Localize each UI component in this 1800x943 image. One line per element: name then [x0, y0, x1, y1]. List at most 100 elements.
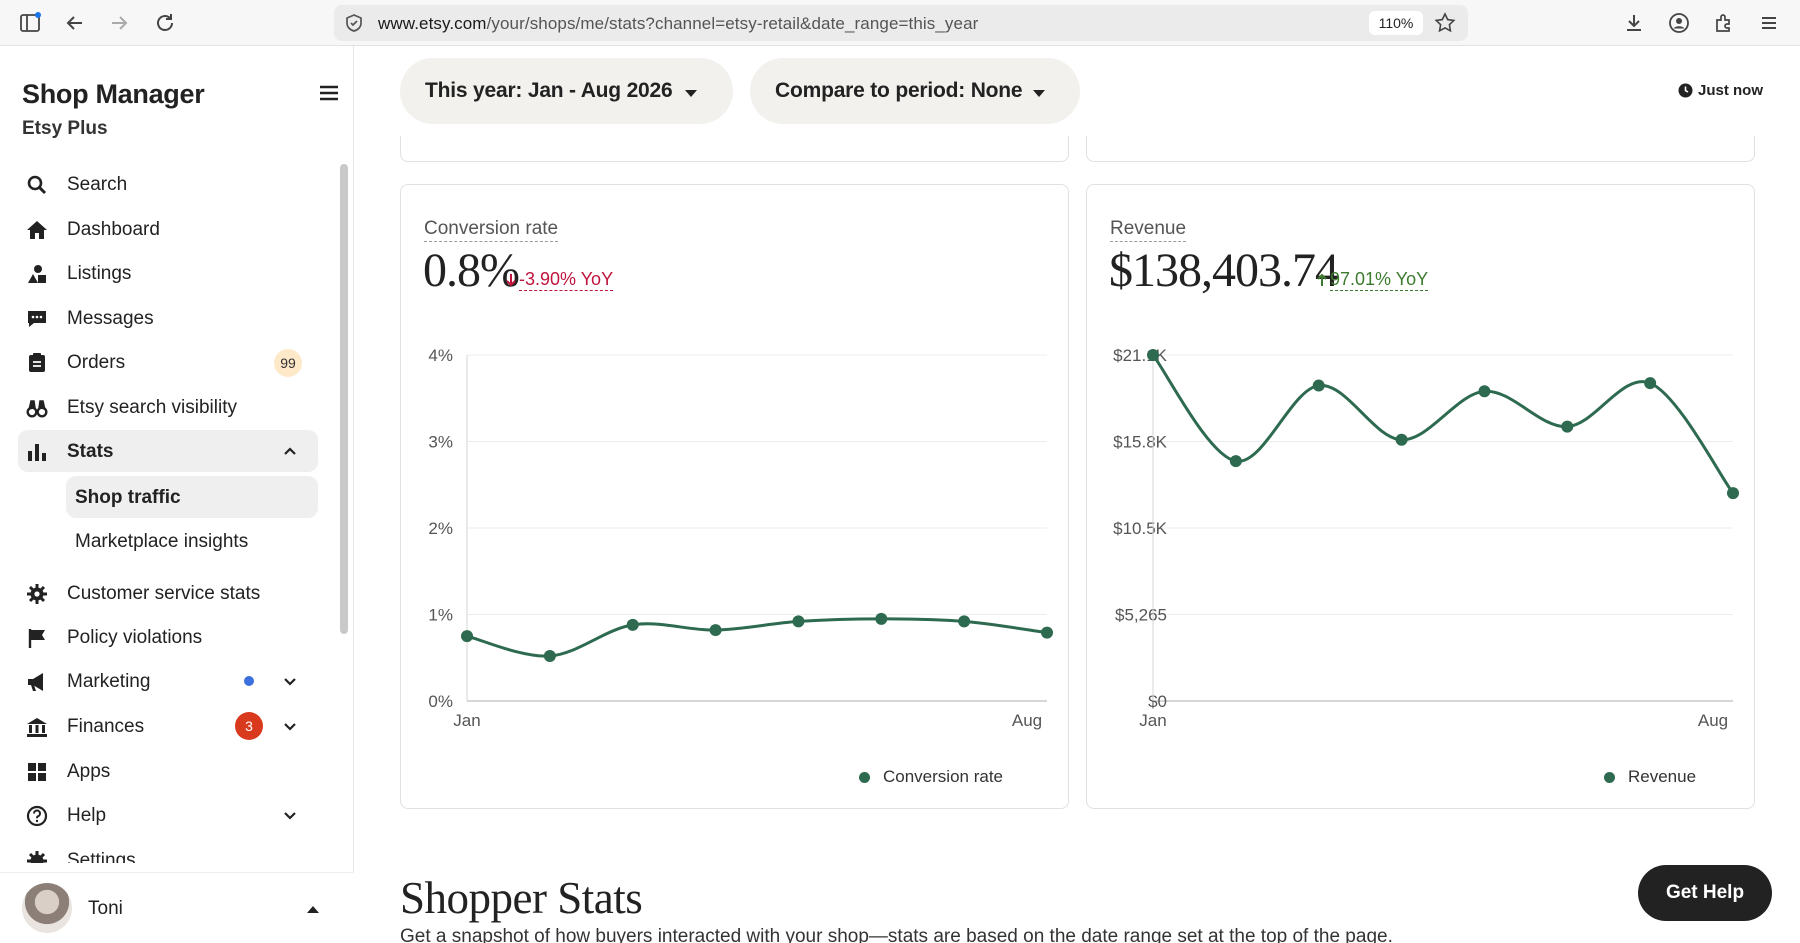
- sidebar-subitem-label: Marketplace insights: [75, 531, 249, 552]
- sidebar-item-help[interactable]: Help: [18, 794, 318, 836]
- sidebar-toggle-icon[interactable]: [15, 8, 45, 38]
- sidebar-item-settings[interactable]: Settings: [18, 839, 318, 863]
- date-range-label: This year: Jan - Aug 2026: [425, 79, 673, 102]
- chevron-up-icon[interactable]: [282, 443, 298, 459]
- chart-legend: Conversion rate: [859, 767, 1003, 787]
- arrow-down-icon: [506, 273, 516, 287]
- y-tick-label: 0%: [428, 692, 453, 711]
- sidebar-item-dashboard[interactable]: Dashboard: [18, 208, 318, 250]
- data-point: [461, 630, 473, 643]
- bank-icon: [26, 716, 48, 738]
- card-value: $138,403.74: [1109, 244, 1339, 297]
- zoom-indicator[interactable]: 110%: [1369, 11, 1423, 35]
- x-tick-label: Jan: [453, 711, 480, 730]
- date-range-select[interactable]: This year: Jan - Aug 2026: [400, 58, 733, 124]
- data-point: [1147, 349, 1159, 361]
- sidebar-item-policy-violations[interactable]: Policy violations: [18, 616, 318, 658]
- chevron-down-icon[interactable]: [282, 673, 298, 689]
- sidebar-item-customer-service-stats[interactable]: Customer service stats: [18, 572, 318, 614]
- data-point: [1041, 626, 1053, 639]
- data-point: [1727, 487, 1739, 500]
- y-tick-label: 3%: [428, 433, 453, 452]
- y-tick-label: 4%: [428, 346, 453, 365]
- sidebar-item-label: Search: [67, 174, 128, 195]
- y-tick-label: $0: [1148, 692, 1167, 711]
- yoy-change[interactable]: -3.90% YoY: [506, 269, 614, 291]
- url-text: www.etsy.com/your/shops/me/stats?channel…: [378, 14, 979, 33]
- section-subtitle: Get a snapshot of how buyers interacted …: [400, 926, 1393, 943]
- listings-icon: [26, 263, 48, 285]
- data-point: [1561, 420, 1574, 433]
- data-point: [958, 615, 971, 628]
- data-point: [792, 615, 805, 628]
- sidebar-item-label: Help: [67, 805, 107, 826]
- stats-icon: [26, 441, 48, 463]
- clock-icon: [1678, 83, 1693, 98]
- search-icon: [26, 174, 48, 196]
- series-line: [1151, 354, 1735, 495]
- sidebar-item-finances[interactable]: Finances 3: [18, 705, 318, 747]
- sidebar-item-label: Orders: [67, 352, 126, 373]
- chevron-down-icon[interactable]: [282, 807, 298, 823]
- sidebar-item-messages[interactable]: Messages: [18, 297, 318, 339]
- account-icon[interactable]: [1664, 8, 1694, 38]
- legend-dot: [859, 771, 870, 783]
- last-updated-text: Just now: [1698, 82, 1764, 99]
- sidebar-subitem-label: Shop traffic: [75, 487, 181, 508]
- sidebar-item-search[interactable]: Search: [18, 163, 318, 205]
- finances-count-badge: 3: [235, 712, 263, 740]
- legend-dot: [1604, 771, 1615, 783]
- menu-icon[interactable]: [1754, 8, 1784, 38]
- orders-count-badge: 99: [274, 349, 302, 377]
- user-menu[interactable]: Toni: [0, 872, 354, 943]
- bookmark-star-icon[interactable]: [1434, 12, 1456, 39]
- address-bar[interactable]: www.etsy.com/your/shops/me/stats?channel…: [334, 5, 1468, 41]
- flag-icon: [26, 627, 48, 649]
- user-name: Toni: [88, 898, 123, 919]
- x-tick-label: Aug: [1698, 711, 1728, 730]
- data-point: [1312, 379, 1325, 392]
- data-point: [543, 650, 556, 663]
- chevron-down-icon[interactable]: [282, 718, 298, 734]
- back-icon[interactable]: [60, 8, 90, 38]
- sidebar-item-label: Customer service stats: [67, 583, 261, 604]
- y-tick-label: 2%: [428, 519, 453, 538]
- sidebar-item-label: Policy violations: [67, 627, 203, 648]
- shield-icon: [344, 13, 364, 38]
- caret-down-icon: [1033, 90, 1045, 97]
- forward-icon[interactable]: [104, 8, 134, 38]
- sidebar-item-label: Finances: [67, 716, 145, 737]
- sidebar-subitem-shop-traffic[interactable]: Shop traffic: [66, 476, 318, 518]
- yoy-change[interactable]: 97.01% YoY: [1317, 269, 1429, 291]
- reload-icon[interactable]: [150, 8, 180, 38]
- yoy-change-text: -3.90% YoY: [519, 269, 614, 291]
- sidebar-item-orders[interactable]: Orders 99: [18, 341, 318, 383]
- get-help-button[interactable]: Get Help: [1638, 865, 1772, 921]
- caret-up-icon[interactable]: [306, 901, 320, 919]
- binoculars-icon: [26, 397, 48, 419]
- card-label[interactable]: Revenue: [1110, 218, 1187, 242]
- sidebar-item-label: Stats: [67, 441, 114, 462]
- sidebar-item-marketing[interactable]: Marketing: [18, 660, 318, 702]
- x-tick-label: Aug: [1012, 711, 1042, 730]
- data-point: [626, 618, 639, 631]
- compare-period-select[interactable]: Compare to period: None: [750, 58, 1080, 124]
- sidebar-item-search-visibility[interactable]: Etsy search visibility: [18, 386, 318, 428]
- sidebar-item-stats[interactable]: Stats: [18, 430, 318, 472]
- sidebar-subitem-marketplace-insights[interactable]: Marketplace insights: [66, 520, 318, 562]
- legend-label: Conversion rate: [883, 767, 1004, 786]
- sidebar-scrollbar[interactable]: [340, 164, 348, 634]
- help-icon: [26, 805, 48, 827]
- x-tick-label: Jan: [1139, 711, 1166, 730]
- sidebar-item-listings[interactable]: Listings: [18, 252, 318, 294]
- sidebar-item-apps[interactable]: Apps: [18, 750, 318, 792]
- sidebar-item-label: Etsy search visibility: [67, 397, 237, 418]
- y-tick-label: $5,265: [1115, 606, 1167, 625]
- hamburger-icon[interactable]: [318, 82, 340, 104]
- y-tick-label: $10.5K: [1113, 519, 1168, 538]
- card-value: 0.8%: [423, 244, 520, 297]
- download-icon[interactable]: [1619, 8, 1649, 38]
- card-label[interactable]: Conversion rate: [424, 218, 559, 242]
- caret-down-icon: [685, 90, 697, 97]
- extensions-icon[interactable]: [1709, 8, 1739, 38]
